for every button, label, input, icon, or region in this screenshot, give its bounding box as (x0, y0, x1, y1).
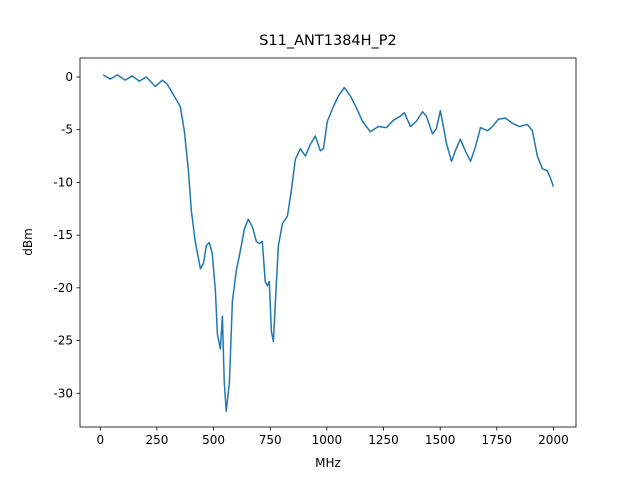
y-tick-label: 0 (65, 70, 73, 84)
x-tick-label: 0 (96, 433, 104, 447)
x-tick-label: 1500 (425, 433, 456, 447)
chart-title: S11_ANT1384H_P2 (259, 33, 397, 49)
y-tick-label: -5 (61, 123, 73, 137)
y-tick-label: -10 (53, 175, 73, 189)
axes-frame (79, 57, 577, 428)
x-tick-label: 1000 (312, 433, 343, 447)
y-tick-label: -25 (53, 334, 73, 348)
y-tick-label: -15 (53, 228, 73, 242)
x-tick-label: 1250 (368, 433, 399, 447)
x-tick-label: 2000 (538, 433, 569, 447)
x-tick-label: 750 (259, 433, 282, 447)
x-axis-label: MHz (315, 456, 341, 470)
x-tick-label: 250 (145, 433, 168, 447)
y-axis-label: dBm (21, 228, 35, 256)
y-tick-label: -20 (53, 281, 73, 295)
y-tick-label: -30 (53, 386, 73, 400)
x-tick-label: 500 (202, 433, 225, 447)
line-series (102, 74, 555, 412)
x-tick-label: 1750 (482, 433, 513, 447)
